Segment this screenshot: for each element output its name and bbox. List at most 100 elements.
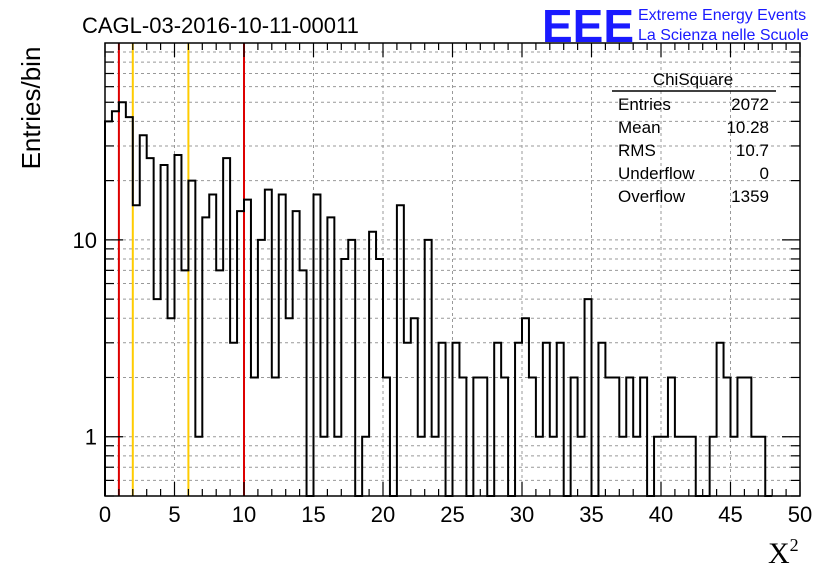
histogram-bin xyxy=(105,121,112,496)
histogram-bin xyxy=(744,377,751,496)
x-tick-label: 10 xyxy=(232,502,256,527)
histogram-bin xyxy=(731,437,738,496)
histogram-bin xyxy=(209,195,216,496)
histogram-bin xyxy=(459,377,466,496)
x-tick-label: 30 xyxy=(510,502,534,527)
histogram-bin xyxy=(661,437,668,496)
histogram-bin xyxy=(737,377,744,496)
histogram-bin xyxy=(425,240,432,496)
stats-row-value: 2072 xyxy=(731,95,769,114)
histogram-bin xyxy=(411,318,418,496)
x-tick-label: 35 xyxy=(579,502,603,527)
histogram-bin xyxy=(237,211,244,496)
histogram-bin xyxy=(550,437,557,496)
stats-title: ChiSquare xyxy=(653,70,733,89)
y-tick-label: 1 xyxy=(85,425,97,450)
grid-lines xyxy=(105,43,800,496)
histogram-bin xyxy=(376,259,383,496)
y-tick-label: 10 xyxy=(73,228,97,253)
histogram-bin xyxy=(147,158,154,496)
histogram-bin xyxy=(362,437,369,496)
histogram-bin xyxy=(216,270,223,496)
histogram-bin xyxy=(181,270,188,496)
x-tick-label: 15 xyxy=(301,502,325,527)
histogram-bin xyxy=(453,343,460,496)
x-tick-label: 20 xyxy=(371,502,395,527)
x-axis-label-superscript: 2 xyxy=(790,535,799,555)
y-tick-labels: 1 10 xyxy=(73,228,97,450)
x-tick-label: 50 xyxy=(788,502,812,527)
histogram-bin xyxy=(126,117,133,496)
stats-row-value: 10.28 xyxy=(726,118,769,137)
x-axis-label: X2 xyxy=(768,535,799,570)
histogram-bin xyxy=(251,377,258,496)
histogram-bin xyxy=(619,437,626,496)
histogram-bin xyxy=(432,437,439,496)
histogram-bin xyxy=(710,437,717,496)
histogram-bin xyxy=(286,318,293,496)
histogram-bin xyxy=(320,437,327,496)
histogram-bin xyxy=(612,377,619,496)
histogram-bin xyxy=(279,195,286,496)
eee-logo: EEE xyxy=(542,0,634,52)
histogram-bin xyxy=(585,299,592,496)
stats-rows: Entries 2072 Mean 10.28 RMS 10.7 Underflow 0 Ove… xyxy=(618,95,769,206)
histogram-bin xyxy=(668,377,675,496)
histogram-bin xyxy=(605,377,612,496)
histogram-bin xyxy=(473,377,480,496)
histogram-bin xyxy=(626,377,633,496)
histogram-bars xyxy=(104,101,773,497)
histogram-bin xyxy=(272,377,279,496)
histogram-bin xyxy=(223,158,230,496)
histogram-bin xyxy=(341,259,348,496)
histogram-bin xyxy=(494,343,501,496)
histogram-bin xyxy=(682,437,689,496)
histogram-bin xyxy=(230,343,237,496)
histogram-bin xyxy=(140,135,147,496)
histogram-bin xyxy=(578,437,585,496)
histogram-bin xyxy=(557,343,564,496)
histogram-bin xyxy=(717,343,724,496)
histogram-bin xyxy=(293,211,300,496)
histogram-bin xyxy=(536,437,543,496)
histogram-bin xyxy=(244,200,251,496)
histogram-bin xyxy=(175,155,182,496)
axes xyxy=(104,42,801,497)
histogram-bin xyxy=(327,217,334,496)
chart-title: CAGL-03-2016-10-11-00011 xyxy=(82,13,359,38)
histogram-bin xyxy=(265,190,272,496)
histogram-bin xyxy=(571,377,578,496)
histogram-bin xyxy=(640,377,647,496)
histogram-bin xyxy=(195,437,202,496)
histogram-bin xyxy=(598,343,605,496)
histogram-bin xyxy=(515,343,522,496)
histogram-outline xyxy=(104,101,773,497)
histogram-bin xyxy=(300,270,307,496)
stats-row-value: 1359 xyxy=(731,187,769,206)
histogram-bin xyxy=(369,232,376,496)
histogram-bin xyxy=(112,111,119,496)
brand-line-2: La Scienza nelle Scuole xyxy=(638,27,809,44)
stats-row-value: 10.7 xyxy=(736,141,769,160)
x-tick-label: 40 xyxy=(649,502,673,527)
histogram-bin xyxy=(522,318,529,496)
histogram-bin xyxy=(314,195,321,496)
histogram-bin xyxy=(439,343,446,496)
histogram-bin xyxy=(529,377,536,496)
stats-row-label: Underflow xyxy=(618,164,695,183)
x-tick-labels: 0 5 10 15 20 25 30 35 40 45 50 xyxy=(99,502,812,527)
histogram-bin xyxy=(154,299,161,496)
histogram-bin xyxy=(751,437,758,496)
histogram-bin xyxy=(161,165,168,496)
histogram-bin xyxy=(501,377,508,496)
histogram-bin xyxy=(202,217,209,496)
x-tick-label: 45 xyxy=(718,502,742,527)
histogram-bin xyxy=(480,377,487,496)
histogram-bin xyxy=(758,437,765,496)
histogram-bin xyxy=(654,437,661,496)
histogram-bin xyxy=(633,437,640,496)
histogram-bin xyxy=(383,377,390,496)
stats-row-label: RMS xyxy=(618,141,656,160)
histogram-bin xyxy=(334,437,341,496)
